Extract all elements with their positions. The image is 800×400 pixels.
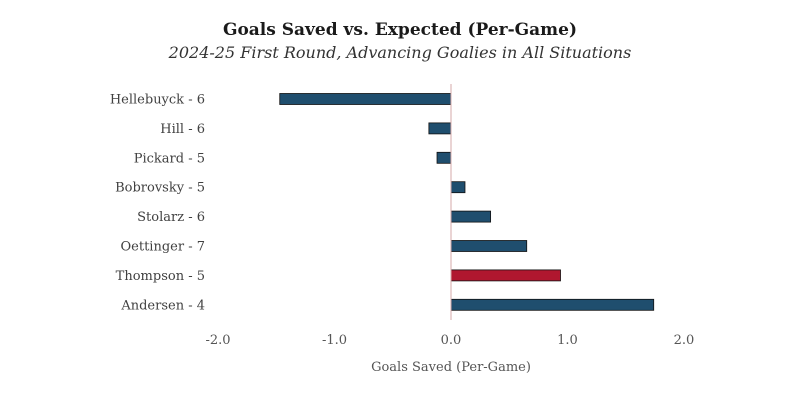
category-label-hill-6: Hill - 6 [160,122,205,137]
category-label-thompson-5: Thompson - 5 [116,269,205,284]
x-axis-title: Goals Saved (Per-Game) [371,360,531,375]
chart-subtitle: 2024-25 First Round, Advancing Goalies i… [168,43,632,62]
x-tick-1-0: 1.0 [557,333,578,348]
category-label-andersen-4: Andersen - 4 [120,298,205,313]
category-labels: Hellebuyck - 6 Hill - 6 Pickard - 5 Bobrovs… [110,93,205,314]
category-label-stolarz-6: Stolarz - 6 [137,210,205,225]
x-tick-minus-1-0: -1.0 [322,333,347,348]
bar-oettinger-7 [450,240,528,252]
bar-andersen-4 [450,298,655,311]
x-tick-2-0: 2.0 [674,333,695,348]
category-label-bobrovsky-5: Bobrovsky - 5 [115,181,205,196]
x-tick-minus-2-0: -2.0 [205,333,230,348]
bar-thompson-5 [450,269,561,282]
bar-pickard-5 [436,151,452,164]
bar-hellebuyck-6 [279,93,452,105]
x-tick-0-0: 0.0 [441,333,462,348]
category-label-pickard-5: Pickard - 5 [134,151,205,166]
bar-hill-6 [428,122,452,135]
bars-group [279,93,655,311]
bar-stolarz-6 [450,210,492,223]
x-tick-labels: -2.0 -1.0 0.0 1.0 2.0 [205,333,694,348]
chart-title: Goals Saved vs. Expected (Per-Game) [222,20,578,40]
category-label-oettinger-7: Oettinger - 7 [121,240,206,255]
bar-bobrovsky-5 [450,181,466,194]
category-label-hellebuyck-6: Hellebuyck - 6 [110,93,205,108]
